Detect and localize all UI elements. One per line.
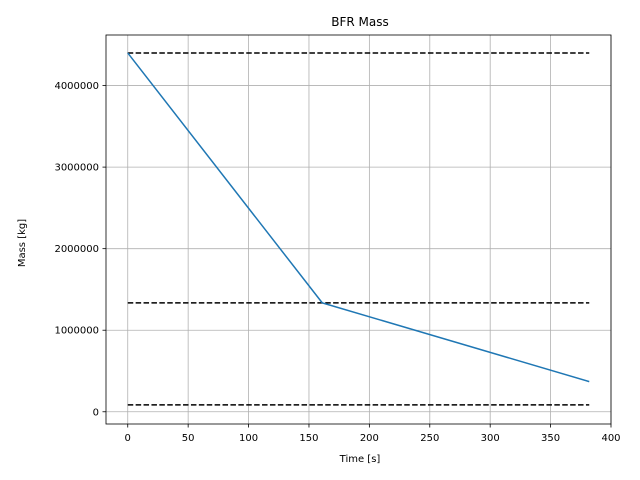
y-tick-label: 1000000 [54, 326, 99, 337]
x-axis-label: Time [s] [339, 454, 381, 465]
y-tick-label: 4000000 [54, 81, 99, 92]
grid [106, 35, 612, 424]
x-tick-label: 50 [182, 433, 195, 444]
chart-title: BFR Mass [331, 15, 389, 29]
y-tick-label: 0 [93, 407, 99, 418]
x-tick-label: 200 [360, 433, 379, 444]
x-tick-label: 100 [239, 433, 258, 444]
x-tick-label: 250 [420, 433, 439, 444]
x-tick-label: 350 [541, 433, 560, 444]
plot-frame [105, 34, 612, 425]
y-tick-label: 3000000 [54, 163, 99, 174]
x-tick-label: 400 [601, 433, 620, 444]
x-tick-label: 300 [481, 433, 500, 444]
y-axis-label: Mass [kg] [17, 219, 28, 267]
x-tick-label: 150 [299, 433, 318, 444]
x-tick-label: 0 [125, 433, 131, 444]
y-axis-ticks: 0 1000000 2000000 3000000 4000000 [54, 81, 106, 418]
reference-lines [127, 52, 590, 406]
y-tick-label: 2000000 [54, 244, 99, 255]
series-line [127, 52, 590, 383]
x-axis-ticks: 0 50 100 150 200 250 300 350 400 [125, 424, 621, 444]
series-group [127, 52, 590, 383]
